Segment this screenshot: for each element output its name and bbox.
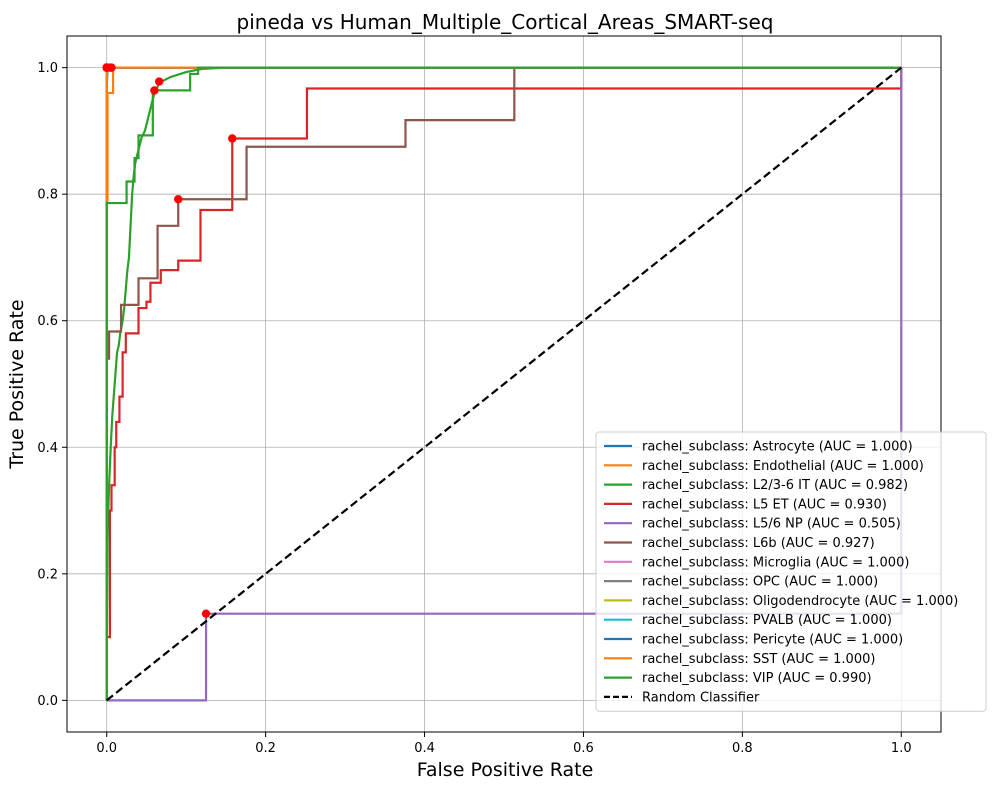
legend-entry: Random Classifier — [642, 690, 760, 705]
legend-entry: rachel_subclass: OPC (AUC = 1.000) — [642, 575, 878, 590]
roc-curve-5 — [105, 66, 902, 701]
x-tick-label: 0.0 — [96, 741, 117, 756]
y-tick-label: 0.0 — [37, 694, 58, 709]
optimal-threshold-marker-4 — [201, 609, 211, 618]
legend-entry: rachel_subclass: PVALB (AUC = 1.000) — [642, 613, 892, 628]
legend-box — [595, 431, 987, 712]
optimal-threshold-marker-12 — [150, 86, 159, 95]
x-tick-label: 1.0 — [891, 741, 912, 756]
legend-entry: rachel_subclass: Astrocyte (AUC = 1.000) — [642, 440, 913, 455]
x-tick-label: 0.2 — [255, 741, 276, 756]
random-classifier-line — [106, 66, 902, 702]
y-tick-label: 0.2 — [37, 567, 58, 582]
plot-frame — [66, 35, 942, 733]
optimal-threshold-marker-11 — [105, 63, 115, 72]
legend-entry: rachel_subclass: Oligodendrocyte (AUC = … — [642, 594, 958, 609]
y-tick-label: 0.6 — [37, 314, 58, 329]
legend: rachel_subclass: Astrocyte (AUC = 1.000)… — [595, 431, 987, 712]
legend-entry: rachel_subclass: L2/3-6 IT (AUC = 0.982) — [642, 478, 908, 493]
legend-entry: rachel_subclass: VIP (AUC = 0.990) — [642, 671, 872, 686]
legend-entry: rachel_subclass: Pericyte (AUC = 1.000) — [642, 633, 903, 648]
y-tick-label: 0.4 — [37, 441, 58, 456]
y-axis-ticks: 0.0 0.2 0.4 0.6 0.8 1.0 — [37, 61, 67, 709]
legend-entry: rachel_subclass: SST (AUC = 1.000) — [642, 652, 875, 667]
y-axis-label: True Positive Rate — [6, 299, 28, 469]
x-axis-label: False Positive Rate — [417, 759, 594, 781]
x-tick-label: 0.6 — [573, 741, 594, 756]
x-tick-label: 0.8 — [732, 741, 753, 756]
legend-entry: rachel_subclass: L5 ET (AUC = 0.930) — [642, 497, 887, 512]
legend-entry: rachel_subclass: Endothelial (AUC = 1.00… — [642, 459, 924, 474]
x-tick-label: 0.4 — [414, 741, 435, 756]
y-tick-label: 0.8 — [37, 188, 58, 203]
threshold-markers — [102, 63, 237, 618]
roc-curve-12 — [105, 66, 902, 701]
optimal-threshold-marker-5 — [174, 195, 183, 204]
roc-curve-3 — [105, 67, 903, 701]
optimal-threshold-marker-2 — [154, 77, 164, 86]
y-tick-label: 1.0 — [37, 61, 58, 76]
optimal-threshold-marker-3 — [228, 134, 237, 143]
legend-entry: rachel_subclass: L5/6 NP (AUC = 0.505) — [642, 517, 901, 532]
legend-entry: rachel_subclass: Microglia (AUC = 1.000) — [642, 555, 909, 570]
chart-title: pineda vs Human_Multiple_Cortical_Areas_… — [237, 10, 774, 34]
x-axis-ticks: 0.0 0.2 0.4 0.6 0.8 1.0 — [96, 732, 912, 756]
legend-entry: rachel_subclass: L6b (AUC = 0.927) — [642, 536, 875, 551]
